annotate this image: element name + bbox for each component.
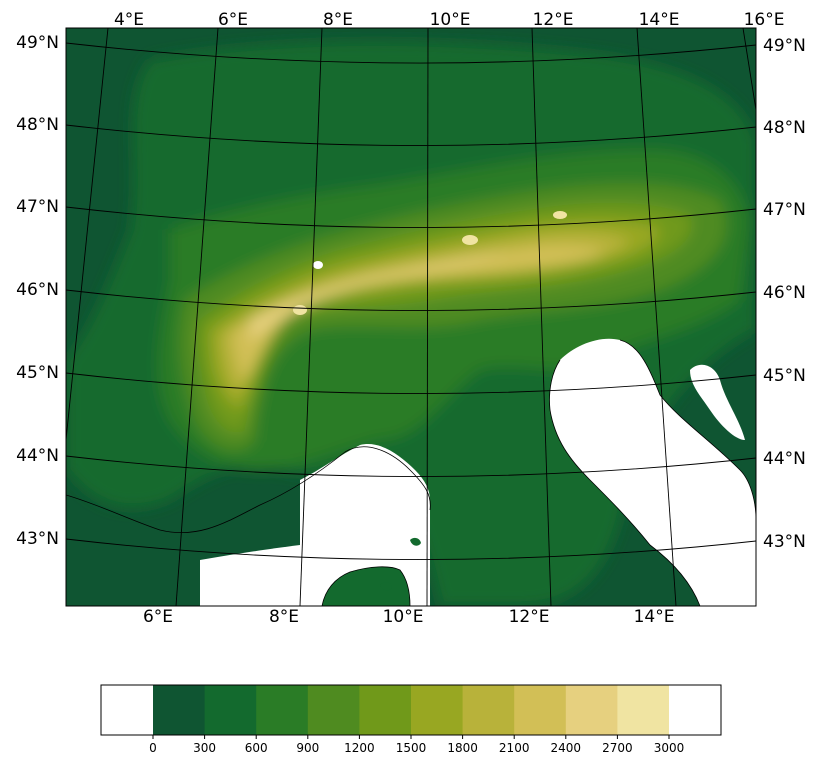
right-lat-label: 48°N (763, 118, 806, 138)
meridian-16e (742, 28, 756, 111)
meridian-8e (299, 28, 323, 606)
bottom-lon-label: 10°E (383, 607, 424, 627)
islands (322, 537, 421, 606)
parallel-47n (66, 206, 756, 228)
right-lat-label: 47°N (763, 200, 806, 220)
colorbar-under-cap (101, 685, 153, 735)
left-lat-label: 49°N (16, 33, 59, 53)
adriatic-coast-east (619, 339, 756, 521)
bottom-lon-label: 12°E (509, 607, 550, 627)
corsica-coast (321, 566, 411, 606)
peak-monte-rosa (313, 261, 323, 269)
parallel-45n (66, 372, 756, 394)
colorbar-swatch (411, 685, 464, 735)
parallel-43n (66, 538, 756, 560)
meridian-12e (531, 28, 552, 606)
adriatic-sea (549, 338, 756, 606)
right-lat-label: 45°N (763, 366, 806, 386)
top-lon-label: 10°E (430, 10, 471, 30)
parallel-48n (66, 124, 756, 146)
colorbar-swatches (153, 685, 670, 735)
meridian-4e (66, 28, 109, 441)
right-lat-labels: 49°N 48°N 47°N 46°N 45°N 44°N 43°N (763, 36, 806, 552)
istria-inlet (690, 364, 745, 440)
adriatic-coast-west (549, 359, 701, 606)
peak-mont-blanc (293, 305, 307, 315)
bottom-lon-label: 8°E (269, 607, 299, 627)
elba-island (410, 537, 421, 546)
map-frame (65, 27, 757, 607)
map-area (66, 28, 756, 606)
parallel-44n (66, 455, 756, 477)
left-lat-label: 48°N (16, 115, 59, 135)
left-lat-labels: 49°N 48°N 47°N 46°N 45°N 44°N 43°N (16, 33, 59, 549)
colorbar-ticks: 0 300 600 900 1200 1500 1800 2100 2400 2700 3000 (149, 735, 684, 755)
colorbar-tick-label: 900 (296, 741, 319, 755)
colorbar: 0 300 600 900 1200 1500 1800 2100 2400 2700 3000 (100, 684, 722, 755)
coastlines (66, 339, 756, 606)
colorbar-swatch (514, 685, 567, 735)
tyrrhenian-sea (200, 545, 300, 606)
colorbar-swatch (565, 685, 618, 735)
bottom-lon-label: 6°E (143, 607, 173, 627)
colorbar-swatch (462, 685, 515, 735)
meridian-6e (175, 28, 219, 606)
peak-hohe-tauern (553, 211, 567, 219)
colorbar-swatch (153, 685, 206, 735)
right-lat-label: 43°N (763, 532, 806, 552)
left-lat-label: 43°N (16, 529, 59, 549)
colorbar-tick-label: 1500 (396, 741, 427, 755)
capraia-island (380, 582, 392, 591)
ligurian-coast (66, 446, 431, 534)
top-lon-label: 16°E (744, 10, 785, 30)
band-1500 (210, 220, 660, 410)
top-lon-label: 12°E (533, 10, 574, 30)
meridian-10e (426, 28, 429, 606)
top-lon-label: 6°E (218, 10, 248, 30)
top-lon-label: 14°E (639, 10, 680, 30)
right-lat-label: 44°N (763, 449, 806, 469)
peak-bernina (462, 235, 478, 245)
colorbar-tick-label: 600 (245, 741, 268, 755)
colorbar-swatch (617, 685, 670, 735)
colorbar-tick-label: 2100 (499, 741, 530, 755)
colorbar-swatch (204, 685, 257, 735)
parallel-49n (66, 42, 756, 64)
graticule (66, 28, 756, 606)
top-lon-label: 4°E (114, 10, 144, 30)
top-lon-label: 8°E (323, 10, 353, 30)
left-lat-label: 44°N (16, 446, 59, 466)
colorbar-over-cap (669, 685, 721, 735)
bottom-lon-labels: 6°E 8°E 10°E 12°E 14°E (143, 607, 674, 627)
meridian-14e (636, 28, 677, 606)
colorbar-tick-label: 2400 (551, 741, 582, 755)
colorbar-tick-label: 1800 (447, 741, 478, 755)
left-lat-label: 45°N (16, 363, 59, 383)
right-lat-label: 46°N (763, 283, 806, 303)
peak-markers (293, 211, 567, 315)
colorbar-tick-label: 0 (149, 741, 157, 755)
top-lon-labels: 4°E 6°E 8°E 10°E 12°E 14°E 16°E (114, 10, 784, 30)
colorbar-swatch (256, 685, 309, 735)
colorbar-tick-label: 300 (193, 741, 216, 755)
colorbar-swatch (359, 685, 412, 735)
left-lat-label: 47°N (16, 197, 59, 217)
sea-areas (200, 338, 756, 606)
corsica-island (322, 566, 410, 606)
bottom-lon-label: 14°E (634, 607, 675, 627)
right-lat-label: 49°N (763, 36, 806, 56)
ligurian-sea (300, 444, 430, 606)
colorbar-tick-label: 1200 (344, 741, 375, 755)
colorbar-swatch (307, 685, 360, 735)
band-2100 (232, 245, 605, 382)
parallel-46n (66, 289, 756, 311)
left-lat-label: 46°N (16, 280, 59, 300)
colorbar-tick-label: 3000 (654, 741, 685, 755)
colorbar-tick-label: 2700 (602, 741, 633, 755)
